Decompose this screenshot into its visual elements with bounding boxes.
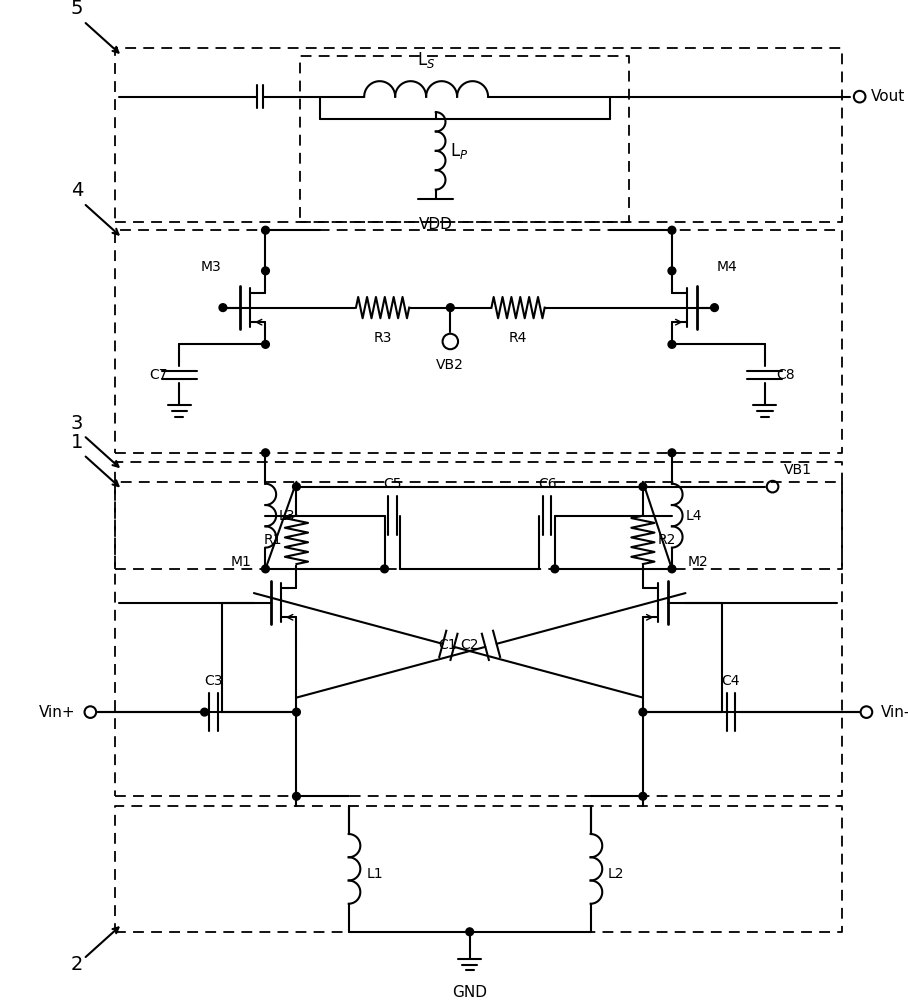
Circle shape [668, 267, 676, 275]
Circle shape [292, 792, 301, 800]
Circle shape [292, 483, 301, 491]
Text: R2: R2 [657, 533, 676, 547]
Circle shape [668, 565, 676, 573]
Text: C7: C7 [149, 368, 168, 382]
Text: R1: R1 [263, 533, 282, 547]
Text: L3: L3 [279, 509, 295, 523]
Text: Vin-: Vin- [881, 705, 908, 720]
Circle shape [262, 449, 270, 457]
Text: L2: L2 [608, 867, 625, 881]
Text: 4: 4 [71, 181, 84, 200]
Circle shape [639, 483, 646, 491]
Text: C1: C1 [439, 638, 457, 652]
Text: 2: 2 [71, 955, 84, 974]
Text: C2: C2 [460, 638, 479, 652]
Circle shape [668, 449, 676, 457]
Text: C6: C6 [538, 477, 557, 491]
Circle shape [262, 341, 270, 348]
Text: M3: M3 [201, 260, 221, 274]
Circle shape [201, 708, 209, 716]
Text: C4: C4 [722, 674, 740, 688]
Circle shape [639, 708, 646, 716]
Circle shape [466, 928, 474, 936]
Text: Vin+: Vin+ [39, 705, 76, 720]
Text: C8: C8 [776, 368, 795, 382]
Text: R4: R4 [508, 331, 528, 345]
Circle shape [668, 341, 676, 348]
Circle shape [447, 304, 454, 311]
Text: VDD: VDD [419, 217, 453, 232]
Circle shape [711, 304, 718, 311]
Text: GND: GND [452, 985, 488, 1000]
Text: C3: C3 [204, 674, 222, 688]
Text: M1: M1 [231, 555, 252, 569]
Circle shape [668, 226, 676, 234]
Text: L1: L1 [366, 867, 383, 881]
Text: 1: 1 [71, 433, 84, 452]
Text: VB2: VB2 [437, 358, 464, 372]
Text: Vout: Vout [872, 89, 905, 104]
Text: 5: 5 [71, 0, 84, 18]
Text: L4: L4 [686, 509, 702, 523]
Circle shape [262, 565, 270, 573]
Circle shape [292, 708, 301, 716]
Text: R3: R3 [373, 331, 391, 345]
Circle shape [551, 565, 558, 573]
Text: 3: 3 [71, 414, 84, 433]
Text: VB1: VB1 [785, 463, 812, 477]
Circle shape [639, 792, 646, 800]
Circle shape [262, 226, 270, 234]
Circle shape [219, 304, 227, 311]
Text: M4: M4 [716, 260, 737, 274]
Circle shape [262, 267, 270, 275]
Text: L$_P$: L$_P$ [450, 141, 469, 161]
Text: C5: C5 [383, 477, 401, 491]
Text: M2: M2 [687, 555, 708, 569]
Circle shape [380, 565, 389, 573]
Text: L$_S$: L$_S$ [417, 50, 435, 70]
